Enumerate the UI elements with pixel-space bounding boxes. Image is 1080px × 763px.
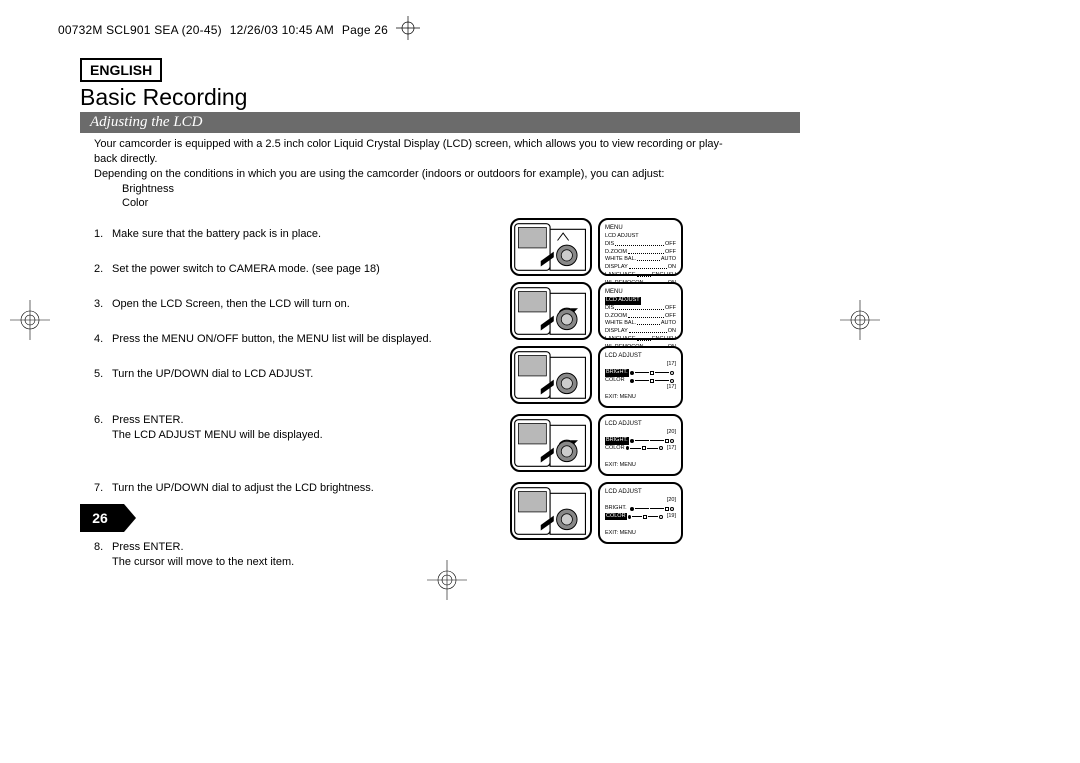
intro-line: back directly. — [94, 152, 799, 167]
intro-bullet: Color — [122, 196, 799, 211]
doc-id: 00732M SCL901 SEA (20-45) — [58, 23, 222, 37]
intro-line: Your camcorder is equipped with a 2.5 in… — [94, 137, 799, 152]
camcorder-illustration — [510, 414, 592, 472]
page-number-badge: 26 — [80, 504, 136, 532]
figures-column: MENU LCD ADJUST DISOFF D.ZOOMOFF WHITE B… — [510, 218, 905, 550]
page-number: 26 — [92, 510, 108, 526]
intro-text: Your camcorder is equipped with a 2.5 in… — [94, 137, 799, 211]
figure-row: MENU LCD ADJUST DISOFF D.ZOOMOFF WHITE B… — [510, 282, 905, 340]
camcorder-illustration — [510, 346, 592, 404]
intro-bullet: Brightness — [122, 182, 799, 197]
page-content: ENGLISH Basic Recording Adjusting the LC… — [80, 58, 915, 558]
crop-mark-icon — [396, 16, 420, 43]
camcorder-illustration — [510, 282, 592, 340]
figure-row: LCD ADJUST [20] BRIGHT. COLOR[17] EXIT: … — [510, 414, 905, 476]
figure-row: LCD ADJUST [17] BRIGHT. COLOR [17] EXIT:… — [510, 346, 905, 408]
page-title: Basic Recording — [80, 84, 915, 111]
language-badge: ENGLISH — [80, 58, 162, 82]
figure-row: LCD ADJUST [20] BRIGHT. COLOR[19] EXIT: … — [510, 482, 905, 544]
menu-display-4: LCD ADJUST [20] BRIGHT. COLOR[17] EXIT: … — [598, 414, 683, 476]
menu-display-2: MENU LCD ADJUST DISOFF D.ZOOMOFF WHITE B… — [598, 282, 683, 340]
doc-timestamp: 12/26/03 10:45 AM — [230, 23, 334, 37]
camcorder-illustration — [510, 218, 592, 276]
figure-row: MENU LCD ADJUST DISOFF D.ZOOMOFF WHITE B… — [510, 218, 905, 276]
doc-page-ref: Page 26 — [342, 23, 388, 37]
menu-display-5: LCD ADJUST [20] BRIGHT. COLOR[19] EXIT: … — [598, 482, 683, 544]
registration-mark-left-icon — [10, 300, 50, 340]
menu-display-1: MENU LCD ADJUST DISOFF D.ZOOMOFF WHITE B… — [598, 218, 683, 276]
camcorder-illustration — [510, 482, 592, 540]
intro-line: Depending on the conditions in which you… — [94, 167, 799, 182]
section-subtitle: Adjusting the LCD — [80, 112, 800, 133]
menu-display-3: LCD ADJUST [17] BRIGHT. COLOR [17] EXIT:… — [598, 346, 683, 408]
document-header: 00732M SCL901 SEA (20-45) 12/26/03 10:45… — [58, 16, 420, 43]
